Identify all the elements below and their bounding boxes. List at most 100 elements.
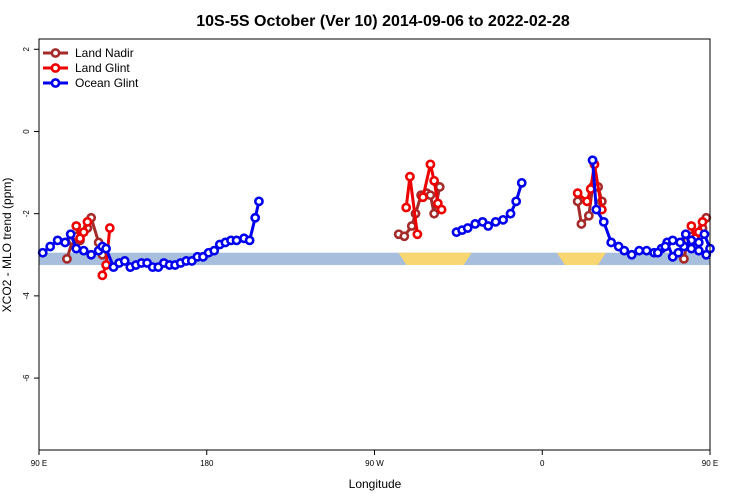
- data-point: [667, 235, 678, 246]
- data-point: [60, 237, 70, 248]
- data-point: [401, 202, 412, 213]
- data-point: [71, 243, 82, 254]
- data-point: [660, 241, 671, 252]
- x-axis: 90 E 180 90 W 0 90 E: [31, 450, 718, 468]
- data-point: [78, 245, 89, 256]
- data-point: [119, 256, 130, 266]
- legend-label: Land Nadir: [75, 46, 134, 60]
- legend-marker: [50, 48, 61, 58]
- series-land-nadir: [62, 182, 712, 264]
- data-point: [405, 171, 415, 182]
- y-axis-label: XCO2 - MLO trend (ppm): [0, 178, 14, 313]
- y-tick-label: 0: [22, 129, 31, 134]
- data-point: [406, 221, 417, 231]
- data-point: [45, 241, 56, 252]
- data-point: [250, 212, 261, 223]
- legend-item: Land Nadir: [43, 46, 134, 60]
- data-point: [231, 235, 242, 246]
- data-point: [701, 249, 712, 260]
- data-point: [699, 229, 710, 240]
- data-point: [101, 243, 111, 254]
- data-point: [606, 237, 617, 248]
- data-point: [680, 229, 691, 240]
- land-band-1: [556, 252, 606, 266]
- x-tick-label: 180: [200, 459, 214, 468]
- data-point: [418, 192, 428, 203]
- data-point: [697, 216, 708, 227]
- data-point: [412, 229, 423, 240]
- data-point: [62, 253, 72, 264]
- series-layer: [37, 155, 715, 281]
- data-point: [209, 245, 220, 256]
- legend-item: Land Glint: [43, 61, 130, 75]
- plot-area: [37, 38, 715, 451]
- data-point: [652, 247, 663, 258]
- data-point: [104, 223, 115, 233]
- data-point: [686, 221, 697, 231]
- data-point: [470, 219, 481, 229]
- data-point: [429, 208, 440, 219]
- data-point: [516, 177, 527, 188]
- data-point: [436, 204, 447, 215]
- chart-title: 10S-5S October (Ver 10) 2014-09-06 to 20…: [196, 13, 570, 30]
- data-point: [483, 221, 494, 231]
- y-tick-label: -4: [22, 292, 31, 300]
- legend-marker: [50, 63, 61, 73]
- legend-label: Ocean Glint: [75, 76, 139, 90]
- x-tick-label: 0: [540, 459, 545, 468]
- data-point: [591, 204, 602, 215]
- data-point: [97, 270, 108, 281]
- data-point: [82, 216, 93, 227]
- data-point: [244, 235, 255, 246]
- series-land-glint: [71, 159, 708, 281]
- data-point: [619, 245, 630, 256]
- data-point: [641, 245, 652, 256]
- data-point: [52, 235, 63, 246]
- data-point: [582, 196, 592, 207]
- data-point: [78, 227, 89, 238]
- data-point: [673, 247, 684, 258]
- y-axis: 2 0 -2 -4 -6: [22, 47, 39, 382]
- data-point: [679, 253, 689, 264]
- legend-marker: [50, 78, 61, 88]
- land-band-0: [398, 252, 472, 266]
- legend-item: Ocean Glint: [43, 76, 139, 90]
- data-point: [425, 159, 436, 170]
- data-point: [101, 260, 111, 270]
- data-point: [86, 249, 97, 260]
- data-point: [425, 190, 436, 201]
- data-point: [498, 214, 509, 225]
- data-point: [490, 216, 501, 227]
- x-tick-label: 90 E: [702, 459, 718, 468]
- y-tick-label: -2: [22, 210, 31, 218]
- data-point: [583, 210, 594, 221]
- data-point: [65, 229, 76, 240]
- y-tick-label: -6: [22, 374, 31, 382]
- series-ocean-glint: [37, 155, 715, 273]
- data-point: [626, 249, 637, 260]
- data-point: [572, 196, 583, 207]
- legend-label: Land Glint: [75, 61, 130, 75]
- data-point: [254, 196, 264, 207]
- data-point: [675, 237, 686, 248]
- data-point: [429, 175, 440, 186]
- data-point: [462, 223, 473, 233]
- x-axis-label: Longitude: [349, 477, 402, 491]
- data-point: [598, 216, 609, 227]
- data-point: [505, 208, 516, 219]
- data-point: [634, 245, 645, 256]
- data-point: [693, 237, 704, 248]
- data-point: [71, 221, 82, 231]
- data-point: [399, 231, 410, 242]
- data-point: [511, 196, 522, 207]
- data-point: [576, 219, 587, 229]
- data-point: [37, 247, 48, 258]
- data-point: [572, 188, 583, 199]
- data-point: [686, 243, 697, 254]
- x-tick-label: 90 E: [31, 459, 47, 468]
- data-point: [693, 245, 704, 256]
- y-tick-label: 2: [22, 47, 31, 52]
- x-tick-label: 90 W: [365, 459, 384, 468]
